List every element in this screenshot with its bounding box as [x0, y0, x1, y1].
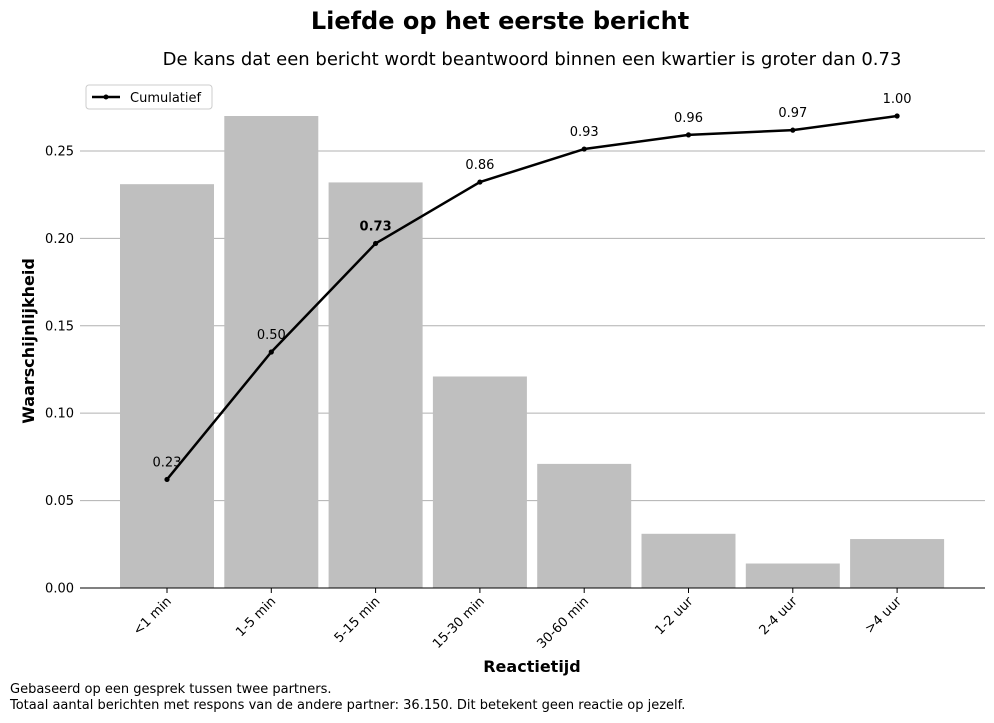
x-tick-label: 1-5 min — [233, 594, 279, 640]
footnote-line-1: Gebaseerd op een gesprek tussen twee par… — [10, 682, 332, 697]
x-tick-label: 30-60 min — [534, 594, 592, 652]
bars — [120, 116, 945, 588]
x-tick-label: 2-4 uur — [757, 594, 801, 638]
y-tick-label: 0.10 — [45, 407, 74, 422]
cumulative-line-group — [164, 113, 900, 483]
bar — [537, 463, 632, 588]
bar — [745, 563, 840, 588]
cumulative-point — [268, 349, 274, 355]
cumulative-data-label: 0.86 — [465, 158, 494, 173]
y-tick-label: 0.20 — [45, 232, 74, 247]
bar — [432, 376, 527, 588]
x-tick-label: <1 min — [130, 594, 174, 638]
x-tick-label: 15-30 min — [430, 594, 488, 652]
cumulative-point — [164, 476, 170, 483]
x-tick-label: 1-2 uur — [652, 594, 696, 638]
bar — [328, 182, 423, 588]
y-tick-label: 0.00 — [45, 582, 74, 597]
x-axis-label: Reactietijd — [483, 657, 581, 676]
cumulative-data-label: 1.00 — [883, 92, 912, 107]
legend-label: Cumulatief — [130, 91, 202, 106]
cumulative-line — [166, 114, 898, 481]
cumulative-point — [581, 146, 587, 152]
grid-lines — [80, 150, 985, 502]
cumulative-data-label: 0.97 — [778, 106, 807, 121]
legend-box — [85, 84, 213, 110]
cumulative-point — [685, 132, 692, 138]
cumulative-data-label: 0.50 — [257, 328, 286, 343]
cumulative-data-label: 0.93 — [570, 125, 599, 140]
cumulative-point — [894, 113, 900, 119]
cumulative-point — [477, 179, 483, 185]
cumulative-data-label: 0.73 — [360, 219, 392, 234]
chart-subtitle: De kans dat een bericht wordt beantwoord… — [163, 49, 902, 70]
bar — [850, 539, 945, 588]
y-tick-label: 0.05 — [45, 494, 74, 509]
cumulative-data-label: 0.96 — [674, 111, 703, 126]
cumulative-point — [373, 240, 379, 247]
cumulative-labels: 0.23 0.50 0.73 0.86 0.93 0.96 0.97 1.00 — [153, 92, 912, 470]
y-tick-label: 0.25 — [45, 144, 74, 159]
bar — [120, 184, 214, 588]
cumulative-data-label: 0.23 — [153, 455, 182, 470]
cumulative-point — [790, 127, 796, 133]
y-tick-label: 0.15 — [45, 319, 74, 334]
legend: Cumulatief — [85, 84, 213, 110]
bar — [641, 533, 736, 588]
chart-title: Liefde op het eerste bericht — [311, 7, 689, 35]
footnote-line-2: Totaal aantal berichten met respons van … — [10, 698, 686, 713]
chart: Liefde op het eerste bericht De kans dat… — [19, 7, 985, 676]
x-tick-label: 5-15 min — [332, 594, 384, 646]
y-axis-label: Waarschijnlijkheid — [19, 258, 38, 424]
legend-marker — [103, 94, 109, 100]
x-tick-label: >4 uur — [862, 594, 905, 637]
